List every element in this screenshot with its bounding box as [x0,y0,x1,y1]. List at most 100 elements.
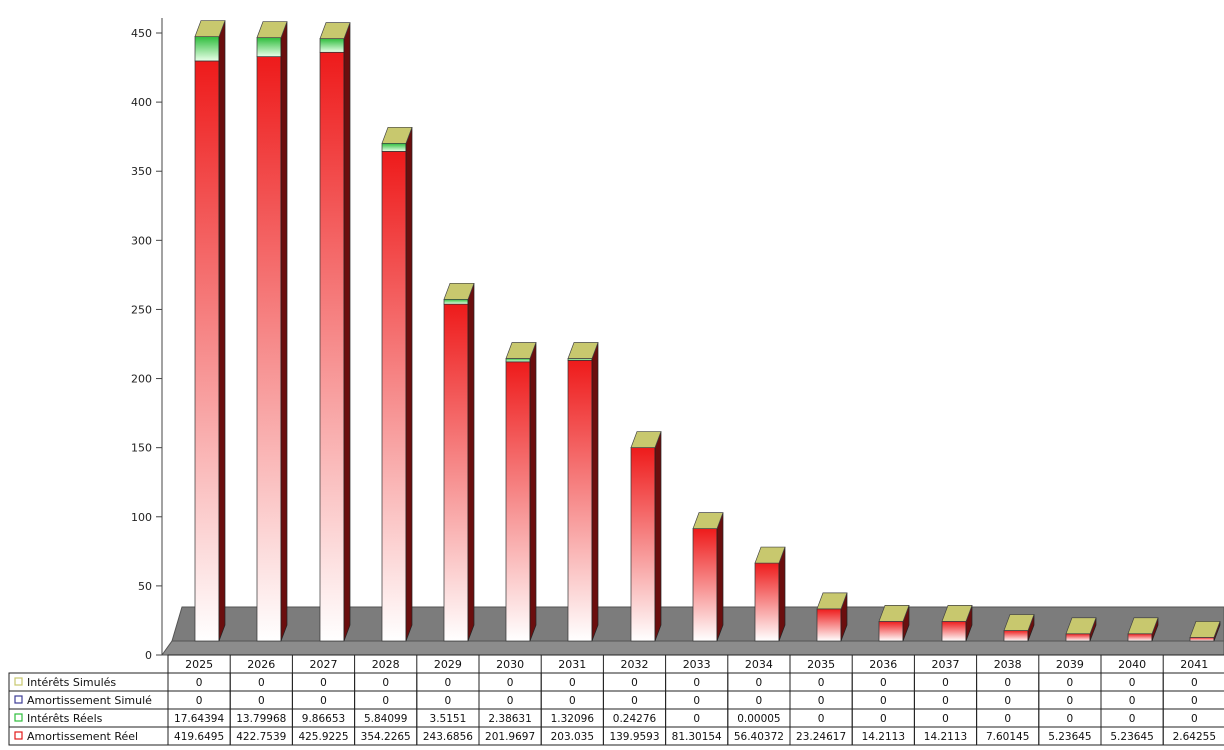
data-label: 5.23645 [1110,731,1153,743]
bar-amortissement-reel [1127,633,1153,642]
data-label: 0 [320,695,327,707]
bar-amortissement-reel [1189,636,1215,642]
y-tick-label: 100 [131,511,152,524]
bar-amortissement-reel [381,151,407,642]
bar-amortissement-reel [567,360,593,642]
bar-amortissement-reel [256,56,282,642]
data-label: 0 [880,677,887,689]
data-label: 0 [1191,677,1198,689]
bar-amortissement-reel [1003,630,1029,642]
bar-amortissement-reel [754,562,780,642]
x-tick-label: 2029 [434,658,462,671]
bar-side-face [405,127,413,642]
data-label: 0 [1004,677,1011,689]
bar-top-cap [194,20,226,37]
bar-amortissement-reel [319,51,345,642]
bar-interets-reels [443,298,469,305]
legend-entry: Amortissement Réel [27,730,138,743]
data-label: 0 [1004,695,1011,707]
bar-interets-reels [505,358,531,363]
data-label: 0 [818,713,825,725]
bar-top-cap [941,605,973,622]
data-label: 0 [880,713,887,725]
bar-side-face [467,283,475,642]
legend-entry: Intérêts Simulés [27,676,116,689]
bar-amortissement-reel [1065,633,1091,642]
y-tick-label: 400 [131,96,152,109]
x-tick-label: 2025 [185,658,213,671]
bar-amortissement-reel [816,608,842,642]
bar-top-cap [567,342,599,359]
data-label: 2.64255 [1173,731,1216,743]
data-label: 0 [1191,713,1198,725]
bar-amortissement-reel [878,621,904,642]
data-label: 5.23645 [1048,731,1091,743]
bar-top-cap [319,22,351,39]
data-label: 0 [942,695,949,707]
data-label: 0 [1067,677,1074,689]
data-label: 0 [1067,713,1074,725]
bar-interets-reels [194,36,220,62]
data-label: 0 [693,677,700,689]
x-tick-label: 2030 [496,658,524,671]
legend-marker [14,731,23,740]
data-label: 9.86653 [302,713,345,725]
data-label: 203.035 [551,731,594,743]
data-label: 2.38631 [488,713,531,725]
data-label: 0 [569,695,576,707]
data-label: 5.84099 [364,713,407,725]
data-label: 7.60145 [986,731,1029,743]
bar-interets-reels [381,142,407,152]
data-label: 0 [382,695,389,707]
bar-amortissement-reel [692,528,718,642]
bar-amortissement-reel [941,621,967,642]
bar-side-face [529,342,537,642]
y-tick-label: 350 [131,165,152,178]
bar-amortissement-reel [630,447,656,642]
data-label: 0 [1129,677,1136,689]
x-tick-label: 2031 [558,658,586,671]
x-tick-label: 2037 [932,658,960,671]
chart-floor-front [161,640,1224,656]
bar-top-cap [256,21,288,38]
x-tick-label: 2039 [1056,658,1084,671]
bar-top-cap [754,546,786,564]
data-label: 0 [569,677,576,689]
bar-side-face [716,512,724,642]
bar-top-cap [381,126,413,144]
data-label: 0.00005 [737,713,780,725]
data-label: 0 [258,677,265,689]
data-label: 419.6495 [174,731,224,743]
data-label: 0 [320,677,327,689]
data-label: 0 [818,695,825,707]
data-label: 0 [507,695,514,707]
bar-side-face [343,22,351,642]
x-tick-label: 2027 [310,658,338,671]
data-label: 17.64394 [174,713,224,725]
data-label: 0 [693,713,700,725]
data-label: 0 [1191,695,1198,707]
bar-top-cap [1189,620,1221,638]
data-label: 139.9593 [609,731,659,743]
data-label: 0 [258,695,265,707]
y-tick-label: 0 [145,649,152,662]
data-label: 354.2265 [361,731,411,743]
x-tick-label: 2032 [621,658,649,671]
bar-top-cap [1003,614,1035,631]
x-tick-label: 2034 [745,658,773,671]
x-tick-label: 2035 [807,658,835,671]
data-label: 0 [631,695,638,707]
bar-amortissement-reel [443,303,469,642]
legend-marker [14,713,23,722]
bar-amortissement-reel [505,361,531,642]
data-label: 0 [196,677,203,689]
bar-top-cap [1127,617,1159,635]
data-label: 3.5151 [430,713,467,725]
bar-top-cap [878,605,910,622]
data-label: 56.40372 [734,731,784,743]
bar-side-face [280,21,288,642]
data-label: 0.24276 [613,713,657,725]
bar-side-face [218,20,226,642]
x-tick-label: 2040 [1118,658,1146,671]
